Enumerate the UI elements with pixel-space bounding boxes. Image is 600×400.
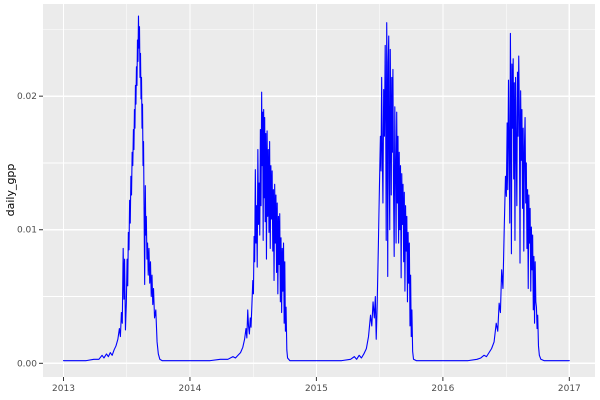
y-tick-label: 0.01 (17, 226, 37, 236)
x-tick-label: 2016 (431, 384, 454, 394)
axis-tick-marks (39, 95, 570, 381)
y-axis-title: daily_gpp (4, 164, 17, 217)
x-axis-tick-labels: 2013 2014 2015 2016 2017 (52, 384, 581, 394)
x-tick-label: 2013 (52, 384, 75, 394)
y-axis-tick-labels: 0.00 0.01 0.02 (17, 92, 37, 369)
x-tick-label: 2015 (305, 384, 328, 394)
panel-background (43, 4, 595, 377)
y-tick-label: 0.00 (17, 359, 37, 369)
major-gridlines (43, 4, 595, 377)
y-tick-label: 0.02 (17, 92, 37, 102)
x-tick-label: 2017 (558, 384, 581, 394)
daily-gpp-line-series (62, 15, 570, 362)
x-tick-label: 2014 (178, 384, 201, 394)
